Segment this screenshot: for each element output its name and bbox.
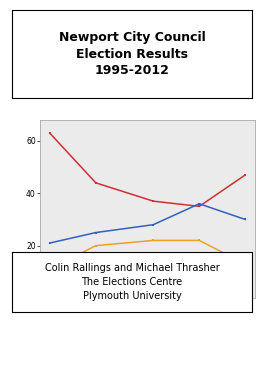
Text: Newport City Council
Election Results
1995-2012: Newport City Council Election Results 19… [59, 31, 205, 78]
Text: Colin Rallings and Michael Thrasher
The Elections Centre
Plymouth University: Colin Rallings and Michael Thrasher The … [45, 263, 219, 301]
